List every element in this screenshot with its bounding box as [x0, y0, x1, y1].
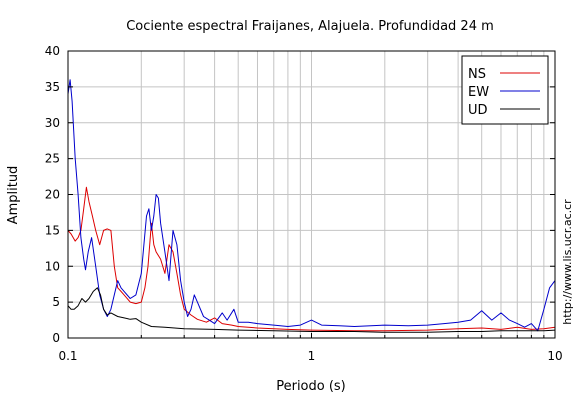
y-tick-label: 20 [45, 188, 60, 202]
x-tick-label: 10 [547, 349, 562, 363]
series-line-ns [67, 186, 556, 332]
y-tick-label: 5 [52, 295, 60, 309]
y-tick-label: 30 [45, 116, 60, 130]
x-axis-label: Periodo (s) [276, 379, 346, 394]
y-tick-label: 0 [52, 331, 60, 345]
axis-ticks: 0 5 10 15 20 25 30 35 40 0.1 1 10 [45, 44, 563, 363]
legend: NS EW UD [461, 55, 549, 125]
y-axis-label: Amplitud [6, 166, 21, 225]
y-tick-label: 10 [45, 259, 60, 273]
series-line-ud [67, 287, 556, 333]
website-url: http://www.lis.ucr.ac.cr [561, 199, 574, 325]
series-layer [67, 79, 556, 333]
legend-label-ud: UD [468, 103, 488, 118]
legend-label-ew: EW [468, 85, 489, 100]
x-tick-label: 1 [308, 349, 316, 363]
legend-label-ns: NS [468, 67, 486, 82]
grid [68, 51, 555, 338]
legend-box [461, 55, 549, 125]
y-tick-label: 35 [45, 80, 60, 94]
y-tick-label: 15 [45, 223, 60, 237]
chart-title: Cociente espectral Fraijanes, Alajuela. … [126, 19, 494, 34]
y-tick-label: 25 [45, 152, 60, 166]
y-tick-label: 40 [45, 44, 60, 58]
x-tick-label: 0.1 [58, 349, 77, 363]
